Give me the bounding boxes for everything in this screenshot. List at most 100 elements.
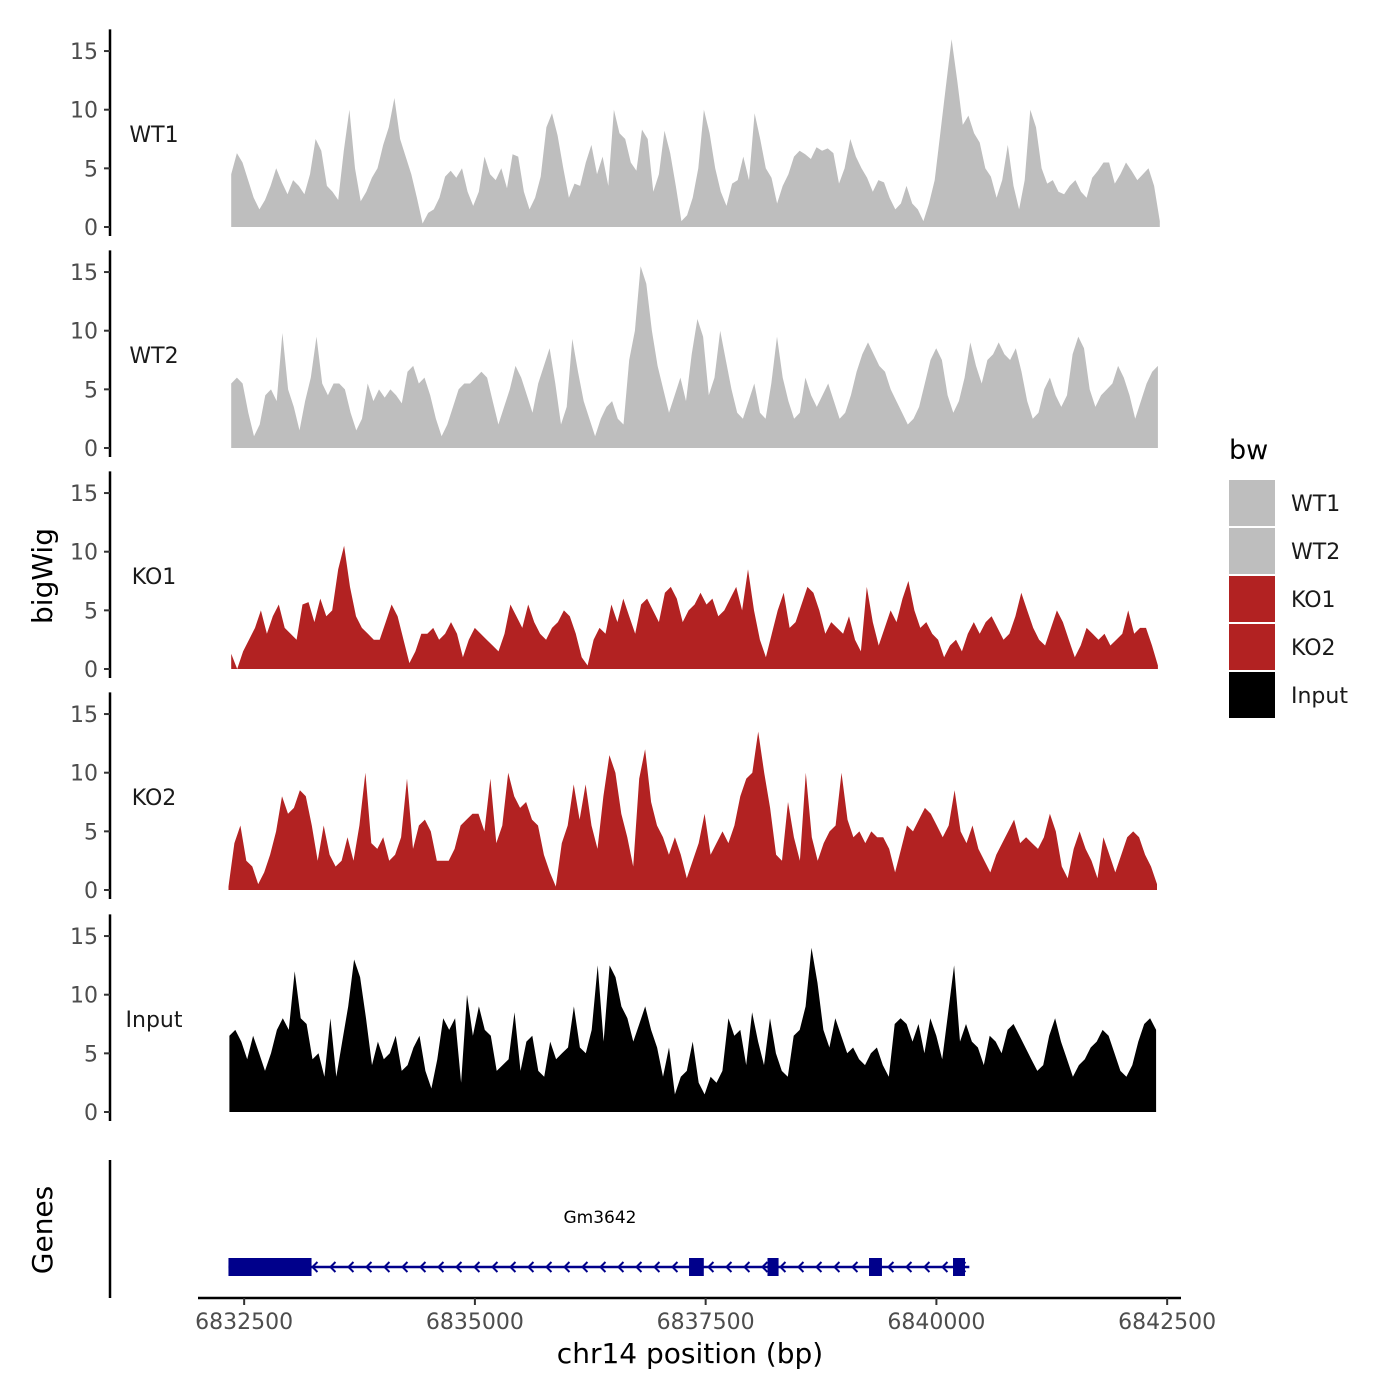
- track-label: WT1: [129, 123, 178, 148]
- strand-arrow: [545, 1261, 553, 1273]
- gene-label: Gm3642: [564, 1208, 637, 1228]
- y-tick-label: 15: [70, 703, 98, 728]
- legend-swatch-ko2: [1229, 624, 1275, 670]
- strand-arrow: [617, 1261, 625, 1273]
- strand-arrow: [815, 1261, 823, 1273]
- strand-arrow: [581, 1261, 589, 1273]
- y-tick-label: 10: [70, 541, 98, 566]
- legend-label: Input: [1291, 684, 1348, 709]
- legend: bw WT1 WT2 KO1 KO2 Input: [1229, 435, 1348, 718]
- gene-panel-title: Genes: [26, 1186, 59, 1274]
- coverage-area-input: [229, 947, 1157, 1112]
- y-tick-label: 0: [84, 658, 98, 683]
- track-wt2: 0 5 10 15 WT2: [70, 250, 1158, 462]
- y-tick-label: 15: [70, 925, 98, 950]
- strand-arrow: [725, 1261, 733, 1273]
- gene-exon: [228, 1258, 312, 1276]
- strand-arrow: [365, 1261, 373, 1273]
- strand-arrow: [941, 1261, 949, 1273]
- x-tick-label: 6842500: [1118, 1310, 1216, 1335]
- strand-arrow: [347, 1261, 355, 1273]
- coverage-area-ko1: [231, 545, 1158, 669]
- y-tick-label: 0: [84, 216, 98, 241]
- y-tick-label: 15: [70, 261, 98, 286]
- gene-exon: [767, 1258, 779, 1276]
- coverage-area-wt2: [231, 266, 1158, 448]
- strand-arrow: [833, 1261, 841, 1273]
- gene-panel: Gm3642: [108, 1160, 970, 1298]
- strand-arrow: [329, 1261, 337, 1273]
- track-label: Input: [126, 1008, 183, 1033]
- gene-exon: [689, 1258, 704, 1276]
- y-tick-label: 5: [84, 599, 98, 624]
- strand-arrow: [455, 1261, 463, 1273]
- y-tick-label: 10: [70, 984, 98, 1009]
- y-tick-label: 10: [70, 99, 98, 124]
- legend-label: WT2: [1291, 540, 1340, 565]
- gene-exon: [953, 1258, 966, 1276]
- x-axis: 6832500 6835000 6837500 6840000 6842500: [195, 1296, 1216, 1335]
- y-tick-label: 0: [84, 437, 98, 462]
- strand-arrow: [437, 1261, 445, 1273]
- track-wt1: 0 5 10 15 WT1: [70, 29, 1160, 241]
- track-ko1: 0 5 10 15 KO1: [70, 471, 1158, 683]
- coverage-area-wt1: [231, 39, 1160, 227]
- y-tick-label: 10: [70, 762, 98, 787]
- track-input: 0 5 10 15 Input: [70, 914, 1157, 1126]
- y-tick-label: 5: [84, 820, 98, 845]
- y-tick-label: 0: [84, 1101, 98, 1126]
- strand-arrow: [707, 1261, 715, 1273]
- strand-arrow: [887, 1261, 895, 1273]
- strand-arrow: [473, 1261, 481, 1273]
- strand-arrow: [509, 1261, 517, 1273]
- gene-exon: [869, 1258, 882, 1276]
- strand-arrow: [635, 1261, 643, 1273]
- x-tick-label: 6837500: [657, 1310, 755, 1335]
- strand-arrow: [599, 1261, 607, 1273]
- strand-arrow: [779, 1261, 787, 1273]
- strand-arrow: [743, 1261, 751, 1273]
- strand-arrow: [905, 1261, 913, 1273]
- track-label: KO2: [132, 786, 177, 811]
- legend-label: KO2: [1291, 636, 1336, 661]
- legend-swatch-wt2: [1229, 528, 1275, 574]
- strand-arrow: [923, 1261, 931, 1273]
- y-tick-label: 15: [70, 40, 98, 65]
- x-tick-label: 6835000: [426, 1310, 524, 1335]
- legend-label: WT1: [1291, 492, 1340, 517]
- y-tick-label: 0: [84, 879, 98, 904]
- legend-swatch-input: [1229, 672, 1275, 718]
- legend-title: bw: [1229, 435, 1268, 466]
- x-axis-title: chr14 position (bp): [557, 1337, 823, 1370]
- y-tick-label: 5: [84, 157, 98, 182]
- strand-arrow: [671, 1261, 679, 1273]
- y-tick-label: 15: [70, 482, 98, 507]
- y-tick-label: 10: [70, 320, 98, 345]
- strand-arrow: [851, 1261, 859, 1273]
- legend-swatch-ko1: [1229, 576, 1275, 622]
- x-tick-label: 6840000: [887, 1310, 985, 1335]
- y-tick-label: 5: [84, 1042, 98, 1067]
- strand-arrow: [761, 1261, 769, 1273]
- strand-arrow: [563, 1261, 571, 1273]
- strand-arrow: [383, 1261, 391, 1273]
- strand-arrow: [419, 1261, 427, 1273]
- strand-arrow: [401, 1261, 409, 1273]
- legend-swatch-wt1: [1229, 480, 1275, 526]
- strand-arrow: [527, 1261, 535, 1273]
- strand-arrow: [653, 1261, 661, 1273]
- gene-gm3642: Gm3642: [228, 1208, 970, 1276]
- legend-label: KO1: [1291, 588, 1336, 613]
- track-label: WT2: [129, 344, 178, 369]
- strand-arrow: [311, 1261, 319, 1273]
- strand-arrow: [491, 1261, 499, 1273]
- track-ko2: 0 5 10 15 KO2: [70, 692, 1157, 904]
- track-label: KO1: [132, 565, 177, 590]
- coverage-tracks: 0 5 10 15 WT1 0 5 10 15 WT2 0 5 10 15 KO1 0 5 10 15 KO2 0 5 10…: [70, 29, 1160, 1126]
- coverage-area-ko2: [228, 731, 1157, 890]
- strand-arrow: [797, 1261, 805, 1273]
- y-axis-title: bigWig: [26, 528, 59, 624]
- x-tick-label: 6832500: [195, 1310, 293, 1335]
- y-tick-label: 5: [84, 378, 98, 403]
